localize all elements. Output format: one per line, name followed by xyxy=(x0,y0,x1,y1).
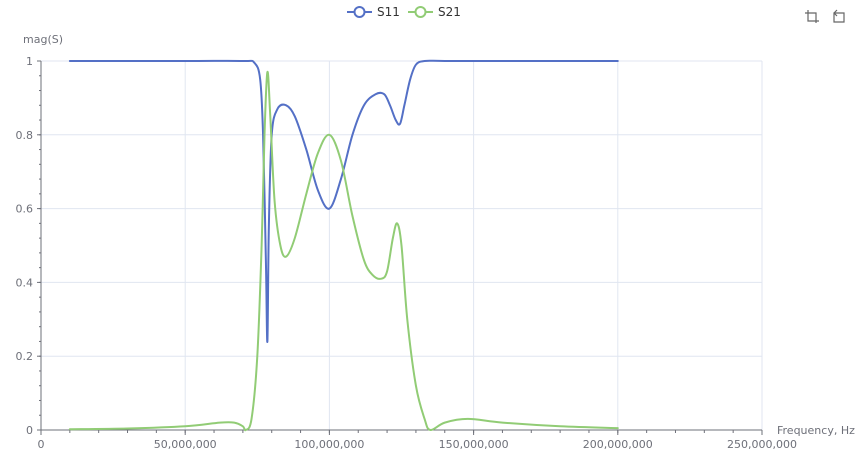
y-tick-label: 0.2 xyxy=(16,350,34,363)
x-tick-label: 0 xyxy=(38,438,45,451)
x-tick-label: 100,000,000 xyxy=(294,438,364,451)
y-tick-label: 0.8 xyxy=(16,129,34,142)
series-line-s11 xyxy=(68,59,619,343)
x-axis-label: Frequency, Hz xyxy=(777,424,855,437)
x-tick-label: 150,000,000 xyxy=(439,438,509,451)
y-tick-label: 0.6 xyxy=(16,203,34,216)
legend-s11-marker xyxy=(353,6,366,18)
legend-item-s11[interactable]: S11 xyxy=(347,5,400,19)
y-tick-label: 0.4 xyxy=(16,276,34,289)
toolbox xyxy=(800,6,849,26)
legend: S11 S21 xyxy=(347,5,461,19)
series-line-s21 xyxy=(68,71,619,432)
axes: 0 0.2 0.4 0.6 0.8 1 0 50,000,000 100,000,000 150,… xyxy=(16,55,797,451)
y-tick-label: 0 xyxy=(26,424,33,437)
x-tick-label: 200,000,000 xyxy=(583,438,653,451)
x-tick-label: 250,000,000 xyxy=(727,438,797,451)
legend-item-s21[interactable]: S21 xyxy=(408,5,461,19)
x-tick-label: 50,000,000 xyxy=(154,438,217,451)
restore-icon[interactable] xyxy=(827,6,849,26)
legend-s21-label: S21 xyxy=(438,5,461,19)
legend-s11-label: S11 xyxy=(377,5,400,19)
y-axis-label: mag(S) xyxy=(23,33,63,46)
legend-s21-marker xyxy=(414,6,427,18)
zoom-icon[interactable] xyxy=(800,6,822,26)
series-layer xyxy=(68,59,619,432)
y-tick-label: 1 xyxy=(26,55,33,68)
